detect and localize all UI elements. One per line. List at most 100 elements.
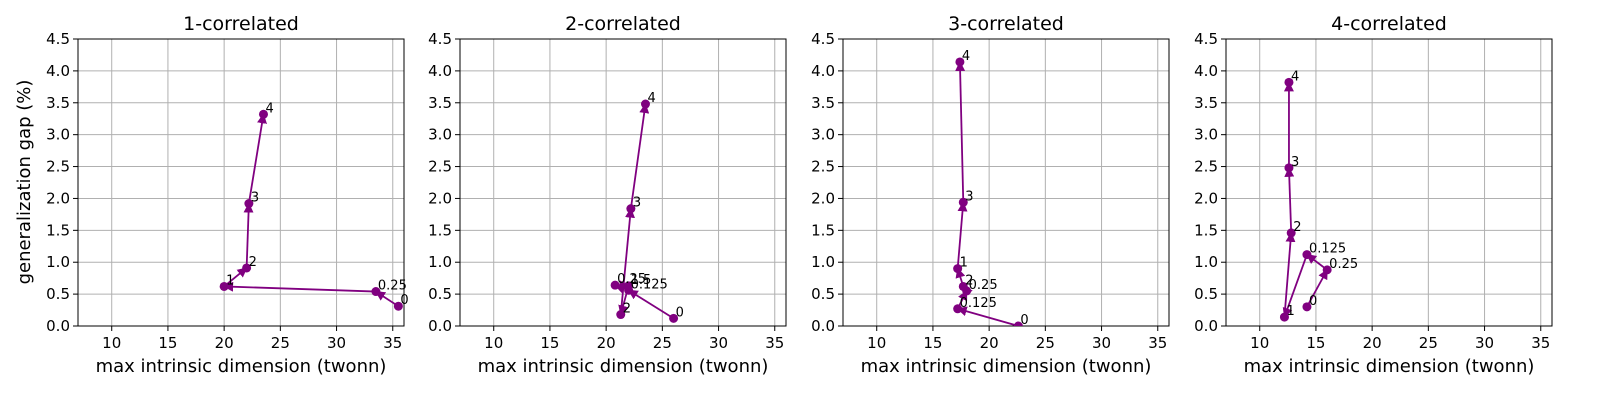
point-label: 0 xyxy=(676,305,684,320)
x-tick-label: 20 xyxy=(597,334,616,352)
x-tick-label: 10 xyxy=(867,334,886,352)
y-tick-label: 0.0 xyxy=(428,317,452,335)
arrow-segment xyxy=(627,289,675,320)
y-tick-label: 1.0 xyxy=(428,253,452,271)
arrow-segment xyxy=(956,201,968,269)
point-label: 4 xyxy=(265,101,273,116)
x-axis-label: max intrinsic dimension (twonn) xyxy=(861,356,1152,377)
arrow-segment xyxy=(247,113,267,204)
series-path xyxy=(1279,77,1332,322)
y-tick-label: 0.5 xyxy=(46,285,70,303)
point-label: 3 xyxy=(251,191,259,206)
y-tick-label: 0.5 xyxy=(428,285,452,303)
y-tick-label: 0.0 xyxy=(811,317,835,335)
x-tick-label: 25 xyxy=(653,334,672,352)
arrow-segment xyxy=(1283,231,1296,318)
y-tick-label: 2.0 xyxy=(46,189,70,207)
data-point xyxy=(258,109,268,119)
point-label: 1.5 xyxy=(631,273,652,288)
data-point xyxy=(610,280,620,290)
point-label: 0 xyxy=(1309,294,1317,309)
y-tick-label: 2.5 xyxy=(428,158,452,176)
point-label: 0.25 xyxy=(378,279,407,294)
x-tick-label: 30 xyxy=(327,334,346,352)
data-point xyxy=(955,57,965,67)
y-tick-label: 0.5 xyxy=(811,285,835,303)
y-tick-label: 1.5 xyxy=(811,221,835,239)
point-label: 0 xyxy=(1020,313,1028,328)
point-label: 1 xyxy=(1286,304,1294,319)
data-point xyxy=(958,197,968,207)
x-tick-label: 15 xyxy=(923,334,942,352)
panels: 10 15 20 25 30 350.00.51.01.52.02.53.03.54.04… xyxy=(46,13,1553,377)
data-point xyxy=(616,310,626,320)
x-tick-label: 20 xyxy=(1363,334,1382,352)
y-tick-label: 1.0 xyxy=(811,253,835,271)
data-point xyxy=(953,304,963,314)
point-label: 4 xyxy=(962,49,970,64)
y-tick-label: 4.5 xyxy=(811,30,835,48)
y-tick-label: 4.5 xyxy=(428,30,452,48)
y-tick-label: 3.5 xyxy=(428,94,452,112)
plot-frame xyxy=(459,38,787,327)
x-tick-label: 10 xyxy=(1250,334,1269,352)
data-point xyxy=(624,281,634,291)
x-tick-label: 10 xyxy=(484,334,503,352)
data-point xyxy=(1302,302,1312,312)
data-point xyxy=(1279,312,1289,322)
x-tick-label: 10 xyxy=(102,334,121,352)
y-axis-label: generalization gap (%) xyxy=(14,80,35,285)
panel-title: 2-correlated xyxy=(565,13,681,35)
series-path xyxy=(953,57,1023,326)
y-tick-label: 4.0 xyxy=(46,62,70,80)
data-point xyxy=(958,281,968,291)
data-point xyxy=(242,263,252,273)
point-label: 0.25 xyxy=(1329,257,1358,272)
arrow-segment xyxy=(629,103,650,209)
x-tick-label: 25 xyxy=(1419,334,1438,352)
arrow-segment xyxy=(619,207,635,315)
y-tick-label: 2.0 xyxy=(1194,189,1218,207)
x-tick-label: 15 xyxy=(540,334,559,352)
y-tick-label: 2.5 xyxy=(811,158,835,176)
point-label: 3 xyxy=(1291,155,1299,170)
x-tick-label: 30 xyxy=(1475,334,1494,352)
y-tick-label: 0.0 xyxy=(46,317,70,335)
x-tick-label: 35 xyxy=(1531,334,1550,352)
data-point xyxy=(371,287,381,297)
chart-panel-1: 10 15 20 25 30 350.00.51.01.52.02.53.03.54.04… xyxy=(46,13,409,377)
y-tick-label: 1.5 xyxy=(428,221,452,239)
arrow-segment xyxy=(955,60,966,203)
point-label: 2 xyxy=(249,255,257,270)
data-point xyxy=(393,301,403,311)
y-tick-label: 3.0 xyxy=(46,126,70,144)
point-label: 2 xyxy=(965,273,973,288)
x-tick-label: 25 xyxy=(271,334,290,352)
data-point xyxy=(1013,321,1023,326)
x-tick-label: 30 xyxy=(709,334,728,352)
y-tick-label: 4.0 xyxy=(1194,62,1218,80)
series-path xyxy=(219,109,403,311)
x-axis-label: max intrinsic dimension (twonn) xyxy=(478,356,769,377)
data-point xyxy=(1284,163,1294,173)
y-tick-label: 4.5 xyxy=(46,30,70,48)
y-tick-label: 2.5 xyxy=(1194,158,1218,176)
point-label: 0.25 xyxy=(969,278,998,293)
x-tick-label: 15 xyxy=(158,334,177,352)
arrow-segment xyxy=(1284,166,1295,233)
data-point xyxy=(669,313,679,323)
arrow-segment xyxy=(956,306,1019,326)
y-tick-label: 2.0 xyxy=(811,189,835,207)
y-tick-label: 1.5 xyxy=(46,221,70,239)
y-tick-label: 3.0 xyxy=(1194,126,1218,144)
chart-panel-2: 10 15 20 25 30 350.00.51.01.52.02.53.03.54.04… xyxy=(428,13,787,377)
point-label: 0.125 xyxy=(631,277,668,292)
y-tick-label: 3.0 xyxy=(428,126,452,144)
chart-panel-4: 10 15 20 25 30 350.00.51.01.52.02.53.03.54.04… xyxy=(1194,13,1553,377)
point-label: 4 xyxy=(1291,69,1299,84)
y-tick-label: 3.5 xyxy=(1194,94,1218,112)
y-tick-label: 0.5 xyxy=(1194,285,1218,303)
y-tick-label: 1.0 xyxy=(1194,253,1218,271)
data-point xyxy=(1322,265,1332,275)
